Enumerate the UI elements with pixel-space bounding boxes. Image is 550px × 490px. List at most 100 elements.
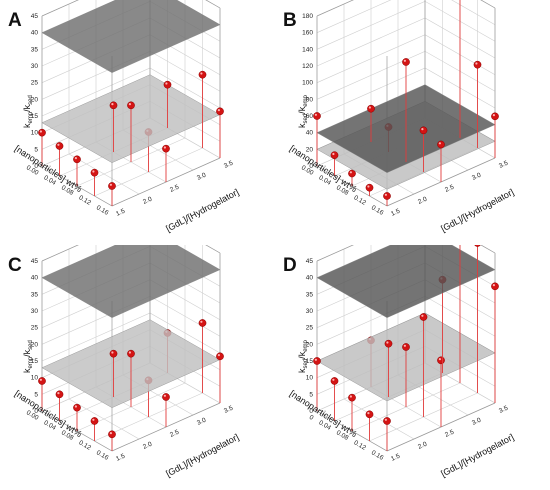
x-tick-label: 0.16 <box>95 204 110 217</box>
data-point-highlight <box>475 62 478 65</box>
z-tick-label: 25 <box>306 325 314 332</box>
data-point-highlight <box>200 320 203 323</box>
z-tick-label: 120 <box>302 63 313 70</box>
data-point <box>109 349 118 358</box>
frame-edge <box>41 0 79 17</box>
data-point <box>330 377 339 385</box>
data-point-highlight <box>492 114 495 117</box>
z-label-k: k <box>297 123 307 128</box>
z-tick-label: 10 <box>31 375 39 382</box>
data-point <box>127 101 135 110</box>
z-label-sub-a: sed <box>303 359 309 369</box>
data-point-highlight <box>109 183 112 186</box>
y-tick-label: 3.0 <box>471 172 482 182</box>
z-tick-label: 20 <box>306 146 314 153</box>
z-tick-label: 160 <box>302 30 313 37</box>
x-tick-label: 0.16 <box>95 449 110 462</box>
frame-edge <box>480 0 496 9</box>
z-tick-label: 45 <box>31 13 39 20</box>
z-tick-label: 40 <box>306 130 314 137</box>
y-tick-label: 3.5 <box>498 160 509 170</box>
y-tick-label: 2.5 <box>444 184 455 194</box>
data-point-highlight <box>367 185 370 188</box>
x-tick-label: 0.12 <box>78 439 93 452</box>
frame-edge <box>316 0 354 17</box>
z-tick-label: 30 <box>31 63 39 70</box>
z-label-mid: /k <box>22 349 32 357</box>
y-axis-label: [GdL]/[Hydrogelator] <box>164 432 240 479</box>
z-tick-label: 40 <box>306 275 314 282</box>
data-point-highlight <box>421 128 424 131</box>
z-tick-label: 15 <box>306 358 314 365</box>
data-point-highlight <box>217 109 220 112</box>
y-tick-label: 2.5 <box>444 429 455 439</box>
data-point <box>437 140 445 149</box>
surface-plane-1 <box>41 0 221 73</box>
y-axis-label: [GdL]/[Hydrogelator] <box>439 187 515 234</box>
y-tick-label: 2.0 <box>142 196 153 206</box>
data-point <box>109 101 118 110</box>
z-tick-label: 5 <box>34 391 38 398</box>
z-tick-label: 40 <box>31 275 39 282</box>
frame-edge <box>41 245 79 262</box>
z-label-mid: /k <box>297 106 307 114</box>
z-label-sub-a: emp <box>28 111 34 123</box>
data-point <box>73 403 81 412</box>
y-tick-label: 1.5 <box>115 453 126 463</box>
z-tick-label: 20 <box>31 96 39 103</box>
data-point-highlight <box>349 395 352 398</box>
panel-letter: A <box>8 10 22 31</box>
data-point-highlight <box>314 113 317 116</box>
y-tick-label: 1.5 <box>115 208 126 218</box>
data-point <box>108 182 116 190</box>
data-point-highlight <box>368 106 371 109</box>
data-point <box>383 417 391 425</box>
data-point-highlight <box>109 432 112 435</box>
data-point <box>198 319 207 327</box>
z-tick-label: 45 <box>306 258 314 265</box>
data-point <box>473 60 482 69</box>
z-tick-label: 15 <box>31 113 39 120</box>
data-point-highlight <box>421 314 424 317</box>
grid-line-z <box>316 0 496 33</box>
data-point <box>348 393 356 402</box>
data-point <box>162 393 170 401</box>
z-tick-label: 0 <box>309 408 313 415</box>
data-point-highlight <box>74 405 77 408</box>
data-point <box>127 349 135 358</box>
data-point <box>384 339 393 348</box>
data-point <box>402 343 410 351</box>
data-point <box>330 151 339 160</box>
panel-letter: C <box>8 255 22 276</box>
z-axis-label: ksed/kemp <box>297 94 309 128</box>
data-point <box>90 417 99 425</box>
data-point <box>162 144 170 153</box>
z-tick-label: 20 <box>31 341 39 348</box>
panel-b-chart: 0204060801001201401601800.000.040.080.12… <box>283 0 515 234</box>
z-axis-label: kemp/ksed <box>22 95 34 128</box>
panel-letter: B <box>283 10 297 31</box>
data-point <box>367 104 375 113</box>
y-tick-label: 3.5 <box>223 160 234 170</box>
data-point <box>198 70 207 79</box>
data-point <box>491 282 499 291</box>
y-tick-label: 1.5 <box>390 208 401 218</box>
data-point-highlight <box>74 157 77 160</box>
data-point-highlight <box>384 418 387 421</box>
z-tick-label: 45 <box>31 258 39 265</box>
x-axis-label: [nanoparticles] wt% <box>288 388 359 439</box>
z-label-sub-a: sed <box>303 114 309 124</box>
data-point <box>365 410 374 419</box>
data-point-highlight <box>314 358 317 361</box>
z-tick-label: 35 <box>31 46 39 53</box>
data-point-highlight <box>332 378 335 381</box>
panel-c: 0 5 10 15 20 25 30 35 40 45 0.00 0.04 0.08 0.12 0.16 1.… <box>0 245 275 490</box>
x-axis-label: [nanoparticles] wt% <box>13 143 84 194</box>
data-point <box>491 112 499 121</box>
z-tick-label: 100 <box>302 80 313 87</box>
panel-b: 0 20 40 60 80 100 120 140 160 180 0.00 0.04 0.08 0.12… <box>275 0 550 245</box>
z-tick-label: 80 <box>306 96 314 103</box>
